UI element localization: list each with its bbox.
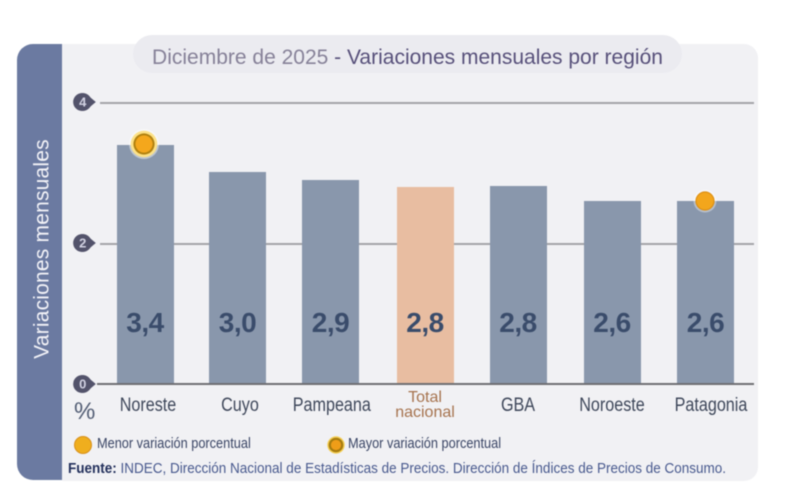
- svg-text:2: 2: [79, 236, 86, 251]
- svg-text:0: 0: [79, 377, 86, 392]
- svg-text:4: 4: [79, 95, 87, 110]
